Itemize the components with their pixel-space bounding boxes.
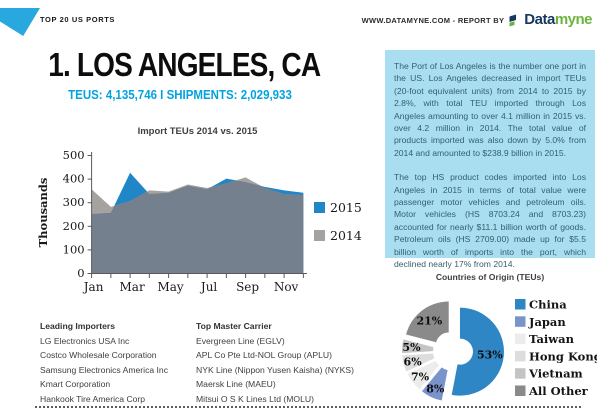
pie-slice-all-other (406, 301, 449, 343)
pie-slice-vietnam (402, 339, 434, 354)
pie-legend-label-vietnam: Vietnam (528, 367, 583, 381)
logo-data-text: Data (524, 11, 555, 28)
leading-importers-heading: Leading Importers (40, 321, 115, 331)
legend-swatch-2014 (314, 230, 325, 241)
series-badge: TOP 20 US PORTS (40, 15, 115, 24)
pie-legend-swatch-all-other (515, 385, 526, 396)
datamyne-logo: Datamyne (524, 11, 592, 29)
pie-slice-hong-kong (402, 353, 435, 372)
list-item: Maersk Line (MAEU) (196, 379, 276, 389)
pie-legend-label-taiwan: Taiwan (529, 332, 575, 346)
top-master-carrier-heading: Top Master Carrier (196, 321, 272, 331)
pie-slice-japan (421, 367, 448, 401)
x-tick-label: May (157, 280, 183, 294)
x-tick-label: Nov (274, 280, 299, 294)
top-master-carrier-items: Evergreen Line (EGLV) APL Co Pte Ltd-NOL … (196, 334, 381, 407)
pie-legend-swatch-vietnam (515, 368, 526, 379)
y-tick-label: 200 (63, 219, 85, 233)
x-tick-label: Jan (82, 280, 104, 294)
page-title: 1. LOS ANGELES, CA (48, 46, 321, 83)
pie-legend-swatch-taiwan (515, 333, 526, 345)
area-chart-title: Import TEUs 2014 vs. 2015 (137, 126, 258, 137)
list-item: Samsung Electronics America Inc (40, 364, 169, 375)
pie-legend-label-hong-kong: Hong Kong (529, 349, 597, 363)
legend-label-2015: 2015 (330, 200, 362, 215)
pie-data-label: 5% (402, 341, 421, 354)
list-item: APL Co Pte Ltd-NOL Group (APLU) (196, 350, 332, 360)
pie-data-label: 8% (426, 383, 445, 396)
list-item: LG Electronics USA Inc (40, 335, 130, 346)
legend-swatch-2015 (314, 202, 325, 213)
pie-legend-swatch-hong-kong (515, 350, 526, 362)
x-tick-label: Mar (120, 280, 145, 294)
list-item: Costco Wholesale Corporation (40, 350, 157, 360)
pie-legend-swatch-japan (515, 316, 526, 327)
pie-slice-taiwan (407, 360, 440, 390)
x-tick-label: Jul (199, 280, 218, 294)
port-stats: TEUS: 4,135,746 I SHIPMENTS: 2,029,933 (68, 88, 292, 102)
report-by-text: WWW.DATAMYNE.COM - REPORT BY (361, 15, 505, 25)
summary-paragraph-2: The top HS product codes imported into L… (394, 172, 586, 270)
list-item: NYK Line (Nippon Yusen Kaisha) (NYKS) (196, 364, 354, 375)
list-item: Mitsui O S K Lines Ltd (MOLU) (196, 393, 314, 404)
legend-label-2014: 2014 (330, 228, 362, 243)
logo-myne-text: myne (554, 11, 593, 28)
pie-chart-title: Countries of Origin (TEUs) (435, 272, 545, 282)
pie-legend-swatch-china (515, 299, 526, 310)
pie-data-label: 7% (411, 371, 430, 384)
y-tick-label: 0 (77, 266, 84, 280)
leading-importers-items: LG Electronics USA Inc Costco Wholesale C… (40, 334, 190, 407)
x-tick-label: Sep (236, 280, 259, 294)
y-axis-title: Thousands (36, 178, 50, 248)
list-item: Kmart Corporation (40, 379, 111, 389)
pie-data-label: 6% (404, 355, 423, 368)
pie-data-label: 53% (477, 348, 503, 361)
top-master-carrier-list: Top Master Carrier Evergreen Line (EGLV)… (196, 319, 381, 406)
summary-paragraph-1: The Port of Los Angeles is the number on… (394, 61, 586, 158)
leading-importers-list: Leading Importers LG Electronics USA Inc… (40, 319, 190, 406)
corner-accent-shape (0, 8, 40, 36)
header-right: WWW.DATAMYNE.COM - REPORT BY Datamyne (361, 11, 593, 29)
area-series-overlap (91, 180, 304, 273)
y-tick-label: 100 (63, 242, 85, 256)
countries-of-origin-pie-chart: 53% 8%7% 6%5% 21% China Japan Taiwan Hong Kong V… (402, 298, 597, 401)
pie-legend-label-all-other: All Other (528, 384, 589, 398)
pie-legend-label-japan: Japan (528, 315, 566, 329)
pie-data-label: 21% (416, 315, 442, 328)
list-item: Evergreen Line (EGLV) (196, 335, 285, 346)
y-tick-label: 300 (63, 195, 85, 209)
import-teus-area-chart: 0 100 200 300 400 500 Thousands Jan Mar May Jul Sep… (36, 148, 362, 294)
summary-box: The Port of Los Angeles is the number on… (385, 50, 595, 269)
dotted-separator (35, 406, 581, 408)
pie-legend-label-china: China (529, 298, 567, 312)
y-tick-label: 500 (63, 148, 85, 162)
list-item: Hankook Tire America Corp (40, 393, 146, 404)
y-tick-label: 400 (63, 172, 85, 186)
datamyne-logo-icon (508, 14, 520, 27)
pie-slice-china (451, 307, 504, 396)
